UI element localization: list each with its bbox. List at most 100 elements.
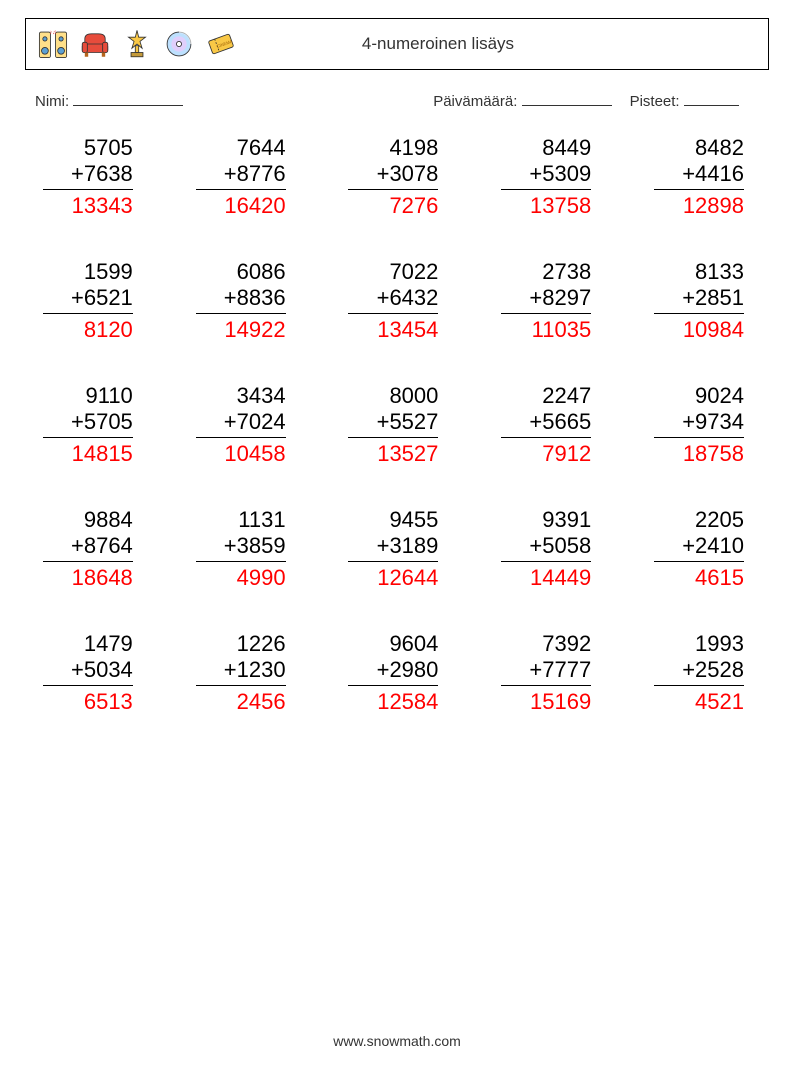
operand-2: +5034: [43, 657, 133, 686]
operand-2: +5058: [501, 533, 591, 562]
operand-2: +5665: [501, 409, 591, 438]
problem: 9391+505814449: [488, 507, 611, 591]
problem: 1599+6521 8120: [30, 259, 153, 343]
problem: 1993+25284521: [641, 631, 764, 715]
answer: 15169: [501, 689, 591, 715]
operand-2: +3078: [348, 161, 438, 190]
operand-1: 5705: [43, 135, 133, 161]
worksheet-title: 4-numeroinen lisäys: [238, 34, 758, 54]
date-label: Päivämäärä:: [433, 93, 517, 110]
operand-1: 8482: [654, 135, 744, 161]
cd-icon: [162, 27, 196, 61]
operand-2: +6432: [348, 285, 438, 314]
operand-2: +3859: [196, 533, 286, 562]
operand-1: 2205: [654, 507, 744, 533]
operand-1: 1599: [43, 259, 133, 285]
operand-2: +7638: [43, 161, 133, 190]
problem: 7022+643213454: [336, 259, 459, 343]
operand-2: +5309: [501, 161, 591, 190]
operand-2: +2980: [348, 657, 438, 686]
operand-1: 7644: [196, 135, 286, 161]
operand-2: +1230: [196, 657, 286, 686]
answer: 14815: [43, 441, 133, 467]
operand-2: +8764: [43, 533, 133, 562]
answer: 12898: [654, 193, 744, 219]
metadata-row: Nimi: Päivämäärä: Pisteet:: [35, 90, 759, 110]
answer: 16420: [196, 193, 286, 219]
jukebox-icon: ♪♫: [36, 27, 70, 61]
problem: 9024+9734 18758: [641, 383, 764, 467]
problem: 6086+8836 14922: [183, 259, 306, 343]
problem: 7644+8776 16420: [183, 135, 306, 219]
operand-1: 9024: [654, 383, 744, 409]
answer: 12644: [348, 565, 438, 591]
operand-1: 6086: [196, 259, 286, 285]
operand-2: +8776: [196, 161, 286, 190]
problem: 1479+50346513: [30, 631, 153, 715]
answer: 13454: [348, 317, 438, 343]
operand-1: 9110: [43, 383, 133, 409]
operand-1: 9604: [348, 631, 438, 657]
operand-2: +8836: [196, 285, 286, 314]
trophy-icon: [120, 27, 154, 61]
operand-2: +6521: [43, 285, 133, 314]
answer: 14922: [196, 317, 286, 343]
answer: 10458: [196, 441, 286, 467]
answer: 18758: [654, 441, 744, 467]
answer: 4990: [196, 565, 286, 591]
operand-1: 8000: [348, 383, 438, 409]
operand-1: 2738: [501, 259, 591, 285]
problem: 1131+3859 4990: [183, 507, 306, 591]
operand-1: 9391: [501, 507, 591, 533]
problems-grid: 5705+7638 13343 7644+8776 16420 4198+3078727…: [30, 135, 764, 715]
date-blank[interactable]: [522, 90, 612, 106]
operand-1: 7392: [501, 631, 591, 657]
answer: 8120: [43, 317, 133, 343]
operand-2: +4416: [654, 161, 744, 190]
header-icons: ♪♫ CINEMA: [36, 27, 238, 61]
operand-1: 4198: [348, 135, 438, 161]
problem: 2205+2410 4615: [641, 507, 764, 591]
operand-1: 8133: [654, 259, 744, 285]
operand-2: +7024: [196, 409, 286, 438]
operand-2: +9734: [654, 409, 744, 438]
header-box: ♪♫ CINEMA: [25, 18, 769, 70]
operand-1: 8449: [501, 135, 591, 161]
operand-2: +7777: [501, 657, 591, 686]
operand-1: 2247: [501, 383, 591, 409]
answer: 7912: [501, 441, 591, 467]
answer: 4615: [654, 565, 744, 591]
answer: 13758: [501, 193, 591, 219]
problem: 9884+876418648: [30, 507, 153, 591]
problem: 7392+7777 15169: [488, 631, 611, 715]
operand-2: +8297: [501, 285, 591, 314]
answer: 18648: [43, 565, 133, 591]
problem: 5705+7638 13343: [30, 135, 153, 219]
name-label: Nimi:: [35, 93, 69, 110]
svg-text:♪♫: ♪♫: [49, 30, 56, 36]
operand-2: +3189: [348, 533, 438, 562]
problem: 2738+8297 11035: [488, 259, 611, 343]
score-blank[interactable]: [684, 90, 739, 106]
sofa-icon: [78, 27, 112, 61]
answer: 11035: [501, 317, 591, 343]
problem: 9110+5705 14815: [30, 383, 153, 467]
problem: 8133+285110984: [641, 259, 764, 343]
answer: 12584: [348, 689, 438, 715]
footer-text: www.snowmath.com: [0, 1033, 794, 1049]
operand-1: 1993: [654, 631, 744, 657]
answer: 13527: [348, 441, 438, 467]
operand-2: +5527: [348, 409, 438, 438]
name-blank[interactable]: [73, 90, 183, 106]
operand-1: 9455: [348, 507, 438, 533]
operand-2: +2410: [654, 533, 744, 562]
operand-1: 1131: [196, 507, 286, 533]
score-label: Pisteet:: [630, 93, 680, 110]
operand-1: 1226: [196, 631, 286, 657]
answer: 4521: [654, 689, 744, 715]
problem: 1226+12302456: [183, 631, 306, 715]
operand-2: +5705: [43, 409, 133, 438]
problem: 4198+30787276: [336, 135, 459, 219]
problem: 8482+4416 12898: [641, 135, 764, 219]
answer: 13343: [43, 193, 133, 219]
